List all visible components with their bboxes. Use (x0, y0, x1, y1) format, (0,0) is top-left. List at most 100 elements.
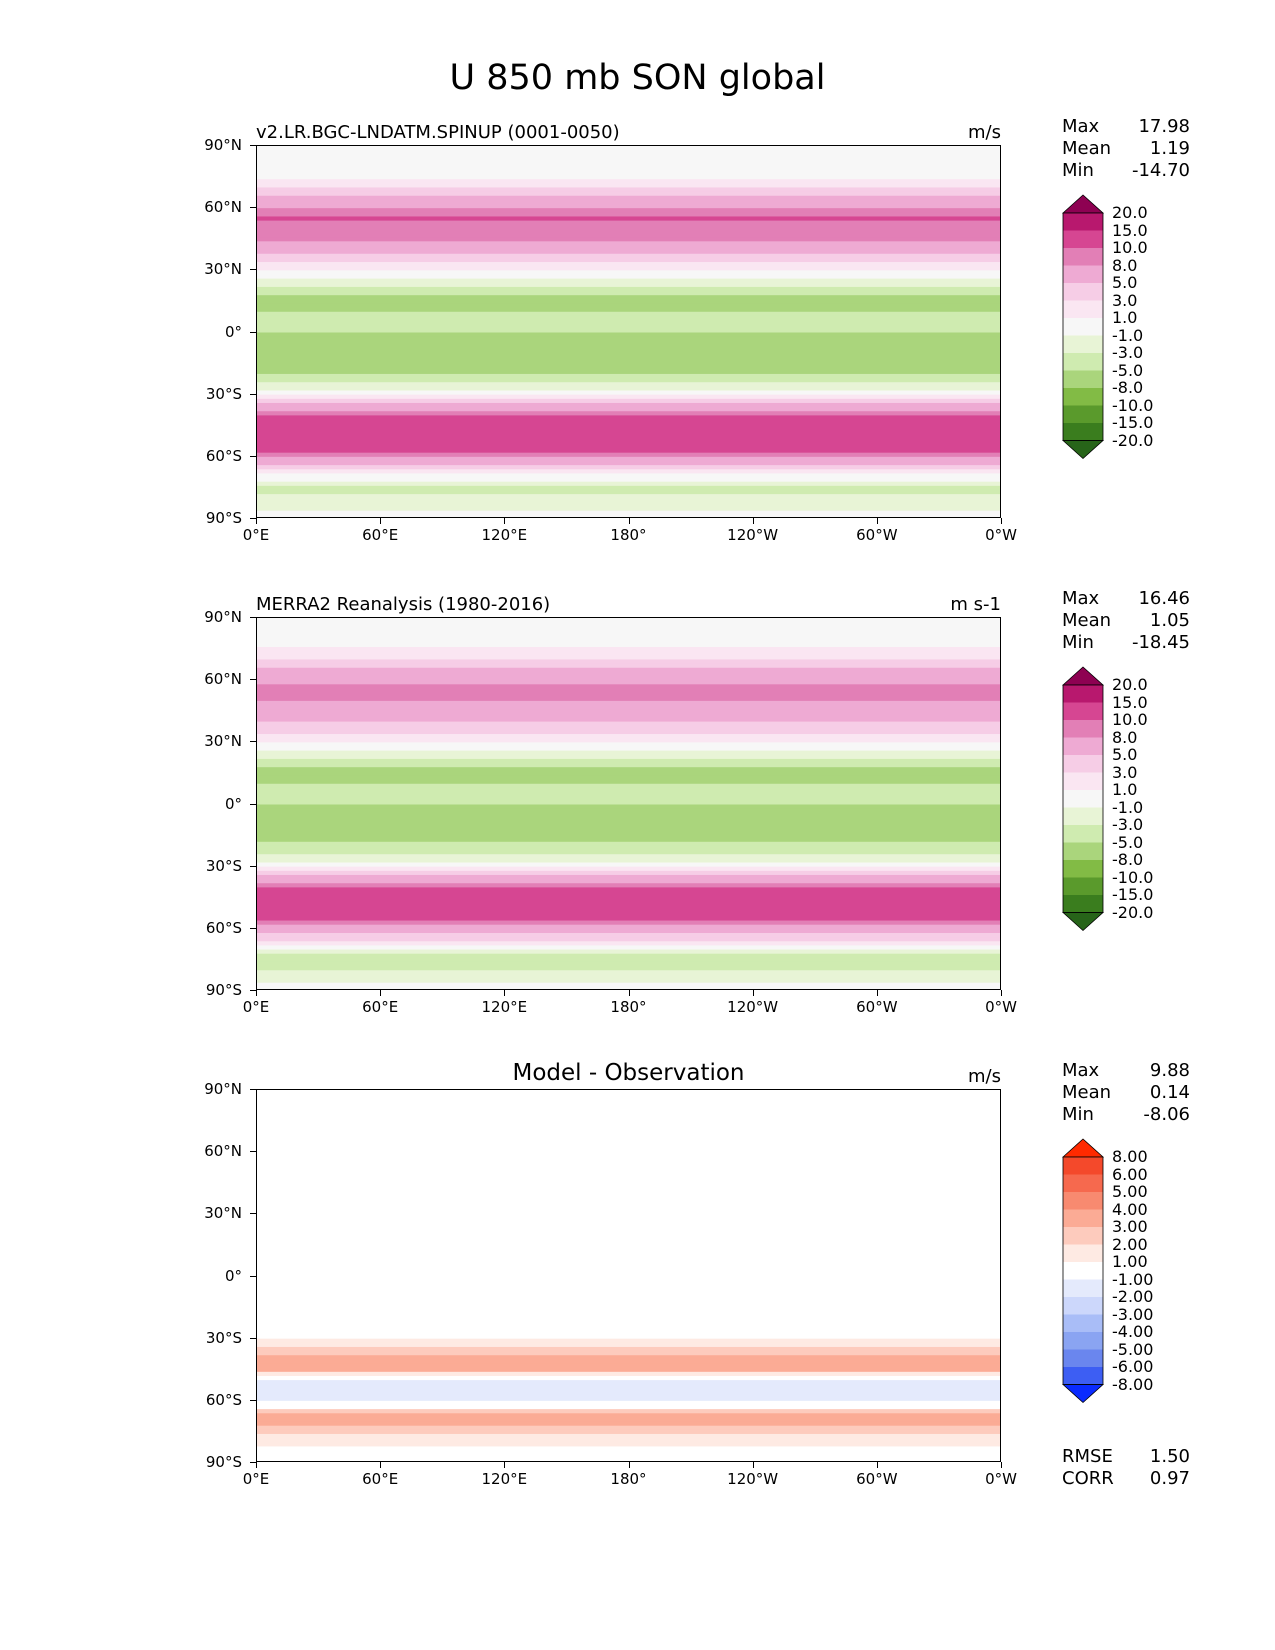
zonal-band (257, 783, 1000, 789)
zonal-band (257, 1346, 1000, 1352)
colorbar-tick-label: 10.0 (1112, 238, 1148, 257)
map-field (257, 146, 1000, 517)
panel-reanalysis: MERRA2 Reanalysis (1980-2016) m s-1 Max 1… (0, 588, 1275, 1054)
zonal-band (257, 970, 1000, 976)
x-tick-mark (256, 1462, 257, 1468)
x-tick-label: 120°W (727, 998, 779, 1016)
zonal-band (257, 1380, 1000, 1385)
zonal-band (257, 883, 1000, 888)
colorbar-tick-label: -3.00 (1112, 1304, 1154, 1324)
zonal-band (257, 1450, 1000, 1456)
x-tick-label: 0°W (985, 526, 1017, 544)
zonal-band (257, 1293, 1000, 1298)
zonal-band (257, 1446, 1000, 1452)
zonal-band (257, 324, 1000, 329)
colorbar-segment (1063, 318, 1103, 336)
y-tick-label: 60°N (204, 670, 242, 689)
colorbar-segment (1063, 1349, 1103, 1368)
zonal-band (257, 642, 1000, 648)
colorbar-segment (1063, 720, 1103, 738)
zonal-band (257, 1259, 1000, 1265)
rmse-value: 1.50 (1149, 1446, 1190, 1467)
zonal-band (257, 378, 1000, 383)
colorbar-tick-label: 1.00 (1112, 1252, 1148, 1271)
zonal-band (257, 1429, 1000, 1435)
y-tick-mark (250, 269, 256, 271)
y-tick-label: 30°N (204, 1204, 242, 1223)
y-tick-label: 30°S (205, 384, 242, 403)
zonal-band (257, 845, 1000, 851)
zonal-band (257, 1114, 1000, 1120)
colorbar-tick-label: 6.00 (1112, 1164, 1148, 1184)
x-tick-mark (752, 1462, 754, 1468)
zonal-band (257, 257, 1000, 263)
zonal-band (257, 862, 1000, 868)
zonal-band (257, 1152, 1000, 1157)
zonal-band (257, 928, 1000, 934)
zonal-band (257, 779, 1000, 785)
colorbar-tick-label: 20.0 (1112, 203, 1148, 222)
zonal-band (257, 1359, 1000, 1365)
colorbar-tick-label: -15.0 (1112, 885, 1154, 904)
colorbar-outline (1062, 684, 1104, 913)
zonal-band (257, 1218, 1000, 1224)
zonal-band (257, 1421, 1000, 1427)
colorbar-segment (1063, 1209, 1103, 1228)
zonal-band (257, 191, 1000, 197)
stat-min-label: Min (1062, 160, 1094, 181)
zonal-band (257, 1400, 1000, 1406)
metrics-box: RMSE 1.50 CORR 0.97 (1062, 1446, 1190, 1490)
x-tick-mark (256, 518, 257, 524)
colorbar-tick-label: 8.0 (1112, 727, 1138, 747)
y-tick-label: 90°S (205, 1453, 242, 1471)
colorbar-segment (1063, 283, 1103, 301)
colorbar-tick-label: -3.0 (1112, 815, 1144, 834)
zonal-band (257, 858, 1000, 864)
colorbar-tick-label: -8.0 (1112, 850, 1144, 869)
x-tick-mark (752, 518, 754, 524)
zonal-band (257, 800, 1000, 806)
y-tick-mark (250, 679, 256, 681)
zonal-band (257, 150, 1000, 155)
map-plot-area (256, 145, 1001, 518)
zonal-band (257, 286, 1000, 292)
y-tick-label: 0° (224, 1266, 242, 1285)
zonal-band (257, 291, 1000, 296)
zonal-band (257, 1417, 1000, 1423)
zonal-band (257, 249, 1000, 255)
zonal-band (257, 473, 1000, 479)
zonal-band (257, 175, 1000, 180)
zonal-band (257, 295, 1000, 300)
y-tick-label: 90°N (204, 608, 242, 626)
colorbar-segment (1063, 755, 1103, 773)
y-tick-mark (250, 927, 256, 929)
zonal-band (257, 456, 1000, 462)
x-tick-mark (380, 990, 382, 996)
colorbar-tick-label: 4.00 (1112, 1199, 1148, 1219)
zonal-band (257, 307, 1000, 313)
zonal-band (257, 821, 1000, 826)
colorbar-segment (1063, 1174, 1103, 1193)
zonal-band (257, 1102, 1000, 1108)
zonal-band (257, 912, 1000, 917)
zonal-band (257, 427, 1000, 433)
colorbar-tick-label: 5.0 (1112, 273, 1138, 292)
zonal-band (257, 957, 1000, 963)
zonal-band (257, 750, 1000, 756)
colorbar-tick-label: -3.0 (1112, 343, 1144, 362)
zonal-band (257, 390, 1000, 396)
zonal-band (257, 146, 1000, 151)
zonal-band (257, 700, 1000, 706)
map-field (257, 1090, 1000, 1461)
zonal-band (257, 228, 1000, 234)
zonal-band (257, 1392, 1000, 1398)
colorbar-segment (1063, 1332, 1103, 1350)
colorbar-tick-label: -1.0 (1112, 325, 1144, 345)
zonal-band (257, 245, 1000, 251)
zonal-band (257, 792, 1000, 797)
zonal-band (257, 651, 1000, 656)
stat-min-value: -8.06 (1143, 1104, 1190, 1125)
colorbar-segment (1063, 772, 1103, 791)
zonal-band (257, 1371, 1000, 1377)
colorbar-tick-label: -8.0 (1112, 378, 1144, 397)
